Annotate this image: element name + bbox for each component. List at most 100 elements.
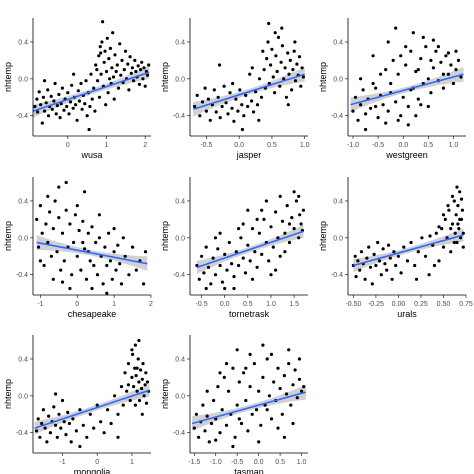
data-point	[413, 263, 417, 268]
panel-tornetrask: -0.5 0.0 0.5 1.0 1.5 -0.4 0.0 0.4 tornetrask nhte…	[160, 177, 308, 319]
data-point	[274, 268, 278, 272]
data-point	[136, 64, 140, 68]
data-point	[254, 408, 259, 412]
data-point	[394, 263, 398, 268]
data-point	[356, 118, 360, 122]
data-point	[79, 268, 83, 272]
data-point	[75, 118, 79, 122]
data-point	[224, 362, 229, 366]
data-point	[128, 55, 132, 59]
data-point	[248, 72, 252, 76]
data-point	[459, 236, 463, 240]
data-point	[383, 262, 387, 266]
data-point	[99, 420, 103, 424]
data-point	[297, 357, 301, 361]
data-point	[203, 86, 207, 90]
data-point	[282, 435, 286, 439]
data-point	[217, 63, 222, 67]
data-point	[86, 231, 90, 235]
data-point	[78, 408, 82, 412]
data-point	[70, 273, 74, 277]
data-point	[250, 227, 255, 231]
data-point	[424, 45, 428, 49]
data-point	[113, 53, 117, 57]
data-point	[289, 403, 293, 407]
data-point	[379, 273, 383, 277]
data-point	[404, 45, 408, 49]
data-point	[105, 291, 109, 295]
data-point	[107, 231, 111, 235]
data-point	[74, 103, 78, 107]
data-point	[293, 368, 297, 372]
data-point	[285, 204, 289, 208]
y-tick-label: 0.4	[175, 39, 185, 46]
y-tick-label: -0.4	[331, 272, 343, 279]
data-point	[51, 277, 55, 281]
data-point	[404, 63, 408, 67]
data-point	[81, 423, 85, 427]
y-tick-label: -0.4	[331, 113, 343, 120]
data-point	[73, 213, 77, 217]
data-point	[77, 99, 81, 103]
data-point	[81, 240, 85, 245]
y-axis-title: nhtemp	[160, 221, 170, 251]
data-point	[94, 240, 98, 245]
data-point	[127, 273, 131, 277]
data-point	[443, 217, 447, 221]
data-point	[54, 423, 58, 427]
data-point	[376, 240, 380, 245]
data-point	[271, 75, 275, 79]
data-point	[38, 204, 43, 208]
y-tick-label: 0.0	[333, 76, 343, 83]
x-tick-label: -1	[59, 459, 65, 466]
data-point	[452, 199, 456, 203]
data-point	[257, 77, 262, 81]
regression-line	[36, 241, 148, 265]
data-point	[453, 231, 457, 235]
data-point	[255, 217, 259, 221]
data-point	[231, 366, 235, 370]
x-axis-title: tasman	[234, 467, 264, 474]
data-point	[52, 99, 56, 103]
data-point	[278, 254, 282, 258]
data-point	[113, 394, 117, 398]
data-point	[297, 194, 301, 198]
data-point	[98, 45, 102, 49]
data-point	[384, 68, 388, 72]
data-point	[120, 58, 124, 63]
data-point	[62, 420, 66, 424]
data-point	[58, 116, 62, 120]
data-point	[54, 392, 58, 396]
data-point	[262, 217, 266, 221]
data-point	[390, 277, 394, 281]
data-point	[287, 240, 292, 245]
data-point	[203, 429, 207, 433]
data-point	[142, 394, 146, 398]
data-point	[240, 127, 244, 132]
data-point	[437, 259, 441, 263]
data-point	[297, 55, 302, 59]
data-point	[374, 104, 378, 109]
data-point	[94, 63, 98, 67]
data-point	[461, 231, 465, 235]
data-point	[260, 252, 264, 256]
data-point	[272, 380, 276, 384]
data-point	[409, 240, 413, 245]
data-point	[399, 271, 403, 275]
data-point	[244, 398, 248, 403]
data-point	[429, 58, 433, 63]
data-point	[365, 256, 369, 260]
data-point	[118, 42, 122, 46]
y-tick-label: -0.4	[173, 272, 185, 279]
data-point	[220, 408, 224, 412]
data-point	[419, 57, 423, 61]
data-point	[222, 84, 226, 88]
data-point	[252, 110, 256, 114]
data-point	[79, 81, 83, 86]
data-point	[137, 82, 141, 86]
data-point	[141, 362, 145, 366]
data-point	[143, 250, 148, 254]
data-point	[43, 109, 47, 113]
x-axis-title: chesapeake	[68, 309, 117, 319]
